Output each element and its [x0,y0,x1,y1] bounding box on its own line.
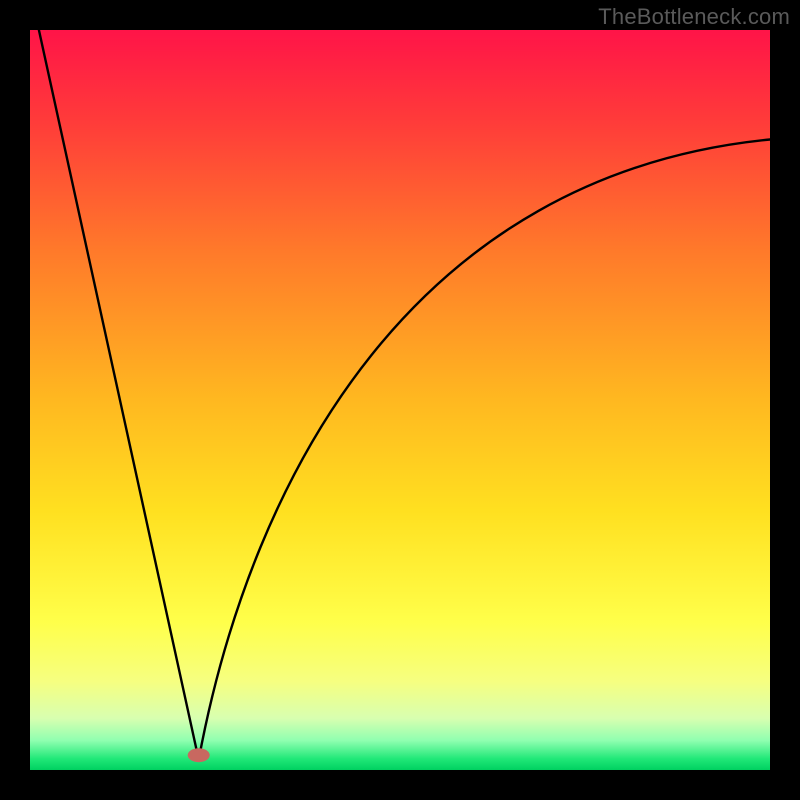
plot-svg [30,30,770,770]
minimum-marker [188,748,210,762]
gradient-background [30,30,770,770]
watermark-text: TheBottleneck.com [598,4,790,30]
plot-area [30,30,770,770]
chart-container: TheBottleneck.com [0,0,800,800]
